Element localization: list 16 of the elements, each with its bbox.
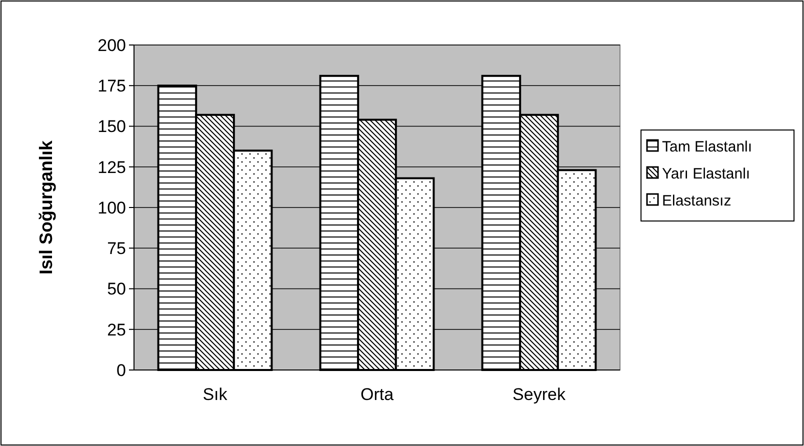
y-tick-label: 175 xyxy=(98,76,126,96)
y-tick-label: 200 xyxy=(98,36,126,55)
y-tick-label: 100 xyxy=(98,198,126,218)
y-tick-label: 75 xyxy=(107,239,126,258)
text: Elastansız xyxy=(662,192,732,210)
text: Tam Elastanlı xyxy=(662,138,752,156)
y-tick-label: 50 xyxy=(107,280,126,299)
y-tick-label: 0 xyxy=(116,360,126,380)
x-tick-label: Orta xyxy=(360,385,394,404)
y-tick-label: 150 xyxy=(98,117,126,136)
text: Yarı Elastanlı xyxy=(662,165,750,182)
x-tick-label: Sık xyxy=(202,385,228,404)
y-tick-label: 25 xyxy=(107,320,126,340)
x-tick-label: Seyrek xyxy=(512,385,566,404)
y-tick-label: 125 xyxy=(98,158,126,177)
y-axis-title: Isıl Soğurganlık xyxy=(36,140,56,275)
